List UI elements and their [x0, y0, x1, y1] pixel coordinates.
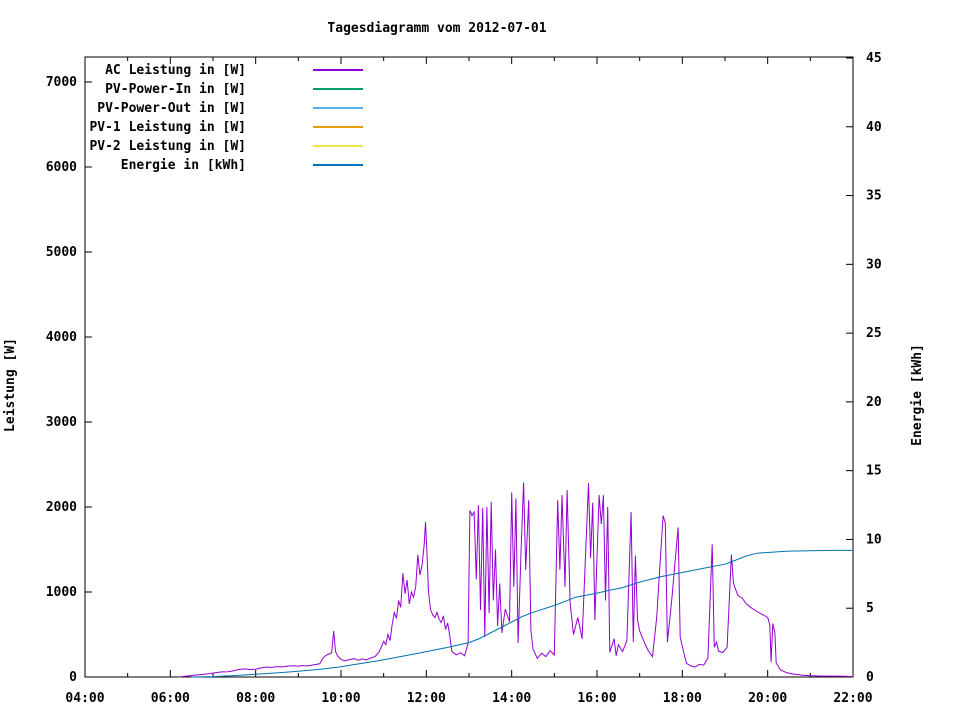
y-right-tick-label: 0	[866, 670, 874, 685]
axis-tick-labels: 04:00 06:00 08:00 10:00 12:00 14:00 16:00 18:00…	[46, 51, 882, 706]
y-right-tick-label: 45	[866, 51, 882, 66]
axis-ticks	[84, 57, 854, 678]
y-left-tick-label: 3000	[46, 415, 77, 430]
y-right-tick-label: 10	[866, 532, 882, 547]
x-tick-label: 08:00	[236, 691, 275, 706]
x-tick-label: 10:00	[321, 691, 360, 706]
data-series	[178, 482, 854, 678]
x-tick-label: 12:00	[407, 691, 446, 706]
legend-label: PV-2 Leistung in [W]	[89, 139, 246, 154]
x-tick-label: 16:00	[577, 691, 616, 706]
y-left-tick-label: 1000	[46, 585, 77, 600]
legend-label: PV-Power-Out in [W]	[97, 101, 246, 116]
y-left-tick-label: 7000	[46, 75, 77, 90]
x-tick-label: 04:00	[65, 691, 104, 706]
y-left-tick-label: 2000	[46, 500, 77, 515]
y-right-tick-label: 35	[866, 189, 882, 204]
x-tick-label: 20:00	[748, 691, 787, 706]
y-right-tick-label: 5	[866, 601, 874, 616]
y-right-tick-label: 20	[866, 395, 882, 410]
series-line-energie-in-kwh-	[191, 549, 853, 678]
y-left-tick-label: 5000	[46, 245, 77, 260]
x-tick-label: 06:00	[151, 691, 190, 706]
y-right-tick-label: 25	[866, 326, 882, 341]
y-left-tick-label: 6000	[46, 160, 77, 175]
chart-title: Tagesdiagramm vom 2012-07-01	[327, 21, 546, 36]
legend-label: Energie in [kWh]	[121, 158, 246, 173]
y-left-tick-label: 0	[69, 670, 77, 685]
legend-label: AC Leistung in [W]	[105, 63, 246, 78]
x-tick-label: 18:00	[663, 691, 702, 706]
y-left-axis-label: Leistung [W]	[3, 338, 18, 432]
y-left-tick-label: 4000	[46, 330, 77, 345]
x-tick-label: 14:00	[492, 691, 531, 706]
y-right-axis-label: Energie [kWh]	[910, 344, 925, 446]
x-tick-label: 22:00	[833, 691, 872, 706]
legend-label: PV-1 Leistung in [W]	[89, 120, 246, 135]
series-line-ac-leistung-in-w-	[178, 482, 854, 678]
y-right-tick-label: 15	[866, 464, 882, 479]
y-right-tick-label: 30	[866, 257, 882, 272]
legend-label: PV-Power-In in [W]	[105, 82, 246, 97]
legend: AC Leistung in [W] PV-Power-In in [W] PV-P…	[89, 63, 363, 173]
y-right-tick-label: 40	[866, 120, 882, 135]
